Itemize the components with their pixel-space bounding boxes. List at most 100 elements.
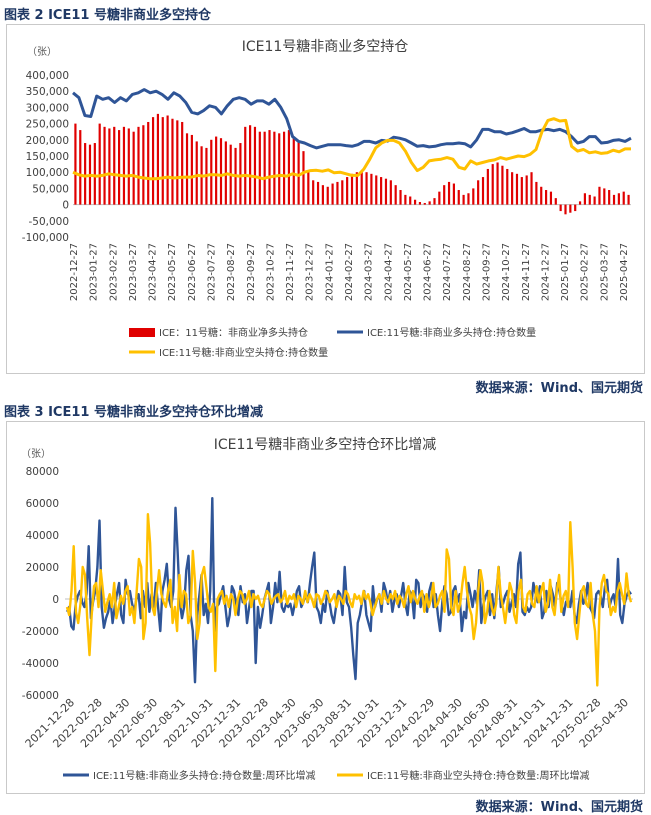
net-position-bar (79, 130, 82, 205)
net-position-bar (253, 126, 257, 205)
x-tick-label: 2024-03-27 (364, 243, 375, 301)
net-position-bar (292, 136, 295, 205)
net-position-bar (249, 125, 252, 205)
net-position-bar (156, 113, 160, 205)
net-position-bar (554, 198, 557, 205)
legend-swatch-net (129, 328, 155, 337)
x-tick-label: 2023-03-27 (128, 243, 139, 301)
x-tick-label: 2023-01-27 (89, 243, 100, 301)
net-position-bar (185, 133, 189, 205)
legend-label-short: ICE:11号糖:非商业空头持仓:持仓数量:周环比增减 (367, 769, 589, 782)
net-position-bar (370, 173, 373, 205)
net-position-bar (443, 185, 446, 205)
net-position-bar (409, 196, 412, 205)
net-position-bar (181, 121, 184, 205)
net-position-bar (433, 198, 436, 205)
x-tick-label: 2025-03-27 (599, 243, 610, 301)
x-tick-label: 2024-01-27 (324, 243, 335, 301)
legend-label-long: ICE:11号糖:非商业多头持仓:持仓数量:周环比增减 (93, 769, 315, 782)
legend-label-net: ICE：11号糖：非商业净多头持仓 (159, 326, 308, 339)
net-position-bar (564, 204, 567, 215)
net-position-bar (530, 172, 533, 205)
net-position-bar (588, 194, 591, 205)
net-position-bar (472, 188, 475, 205)
net-position-bar (438, 191, 441, 205)
net-position-bar (598, 186, 601, 205)
x-tick-label: 2022-12-27 (69, 243, 80, 301)
long-position-line (72, 88, 632, 150)
net-position-bar (540, 186, 543, 205)
x-tick-label: 2023-05-27 (167, 243, 178, 301)
short-change-line (65, 512, 633, 687)
figure3-chart-panel: ICE11号糖非商业多空持仓环比增减 （张） 80000 60000 40000 2000… (6, 421, 645, 794)
chart-title: ICE11号糖非商业多空持仓 (242, 38, 409, 55)
y-tick-label: 300,000 (26, 102, 69, 114)
figure2-chart-panel: ICE11号糖非商业多空持仓 （张） 400,000 350,000 300,000 25… (6, 24, 645, 374)
y-tick-label: 60000 (26, 498, 59, 510)
y-unit-label: （张） (21, 448, 51, 460)
net-position-bar (287, 130, 291, 205)
net-position-bar (622, 191, 625, 205)
net-position-bar (336, 181, 339, 205)
net-position-bar (127, 128, 130, 205)
x-tick-label: 2023-08-27 (226, 243, 237, 301)
net-position-bar (350, 173, 354, 205)
net-position-bar (132, 131, 135, 205)
x-tick-label: 2023-04-27 (148, 243, 159, 301)
net-position-bar (608, 190, 611, 205)
y-tick-label: 150,000 (26, 151, 69, 163)
net-position-bar (506, 168, 509, 205)
net-position-bar (210, 139, 213, 205)
x-tick-label: 2024-11-27 (521, 243, 532, 301)
net-position-bar (166, 115, 169, 205)
x-tick-label: 2024-07-27 (442, 243, 453, 301)
figure2-caption: 图表 2 ICE11 号糖非商业多空持仓 (4, 8, 211, 23)
x-tick-label: 2025-02-27 (580, 243, 591, 301)
x-tick-label: 2023-11-27 (285, 243, 296, 301)
legend-label-short: ICE:11号糖:非商业空头持仓:持仓数量 (159, 346, 328, 359)
net-position-bar (297, 141, 300, 205)
net-position-bar (190, 134, 193, 205)
net-position-bar (452, 183, 455, 205)
y-tick-label: -100,000 (22, 232, 69, 244)
y-tick-label: 40000 (26, 530, 59, 542)
net-position-bar (98, 123, 101, 205)
net-position-bar (365, 172, 368, 205)
net-position-bar (399, 190, 402, 205)
net-position-bar (346, 177, 349, 205)
net-position-bar (147, 121, 150, 205)
x-tick-label: 2024-09-27 (482, 243, 493, 301)
net-position-bar (404, 194, 407, 205)
net-position-bar (282, 131, 286, 205)
net-position-bar (457, 190, 460, 205)
y-tick-label: -50,000 (28, 216, 69, 228)
net-position-bar (569, 204, 572, 213)
net-position-bar (263, 131, 266, 205)
net-position-bar (151, 117, 155, 205)
x-tick-label: 2024-12-27 (540, 243, 551, 301)
long-change-line (65, 496, 632, 684)
net-position-bar (239, 143, 242, 205)
net-position-bar (428, 201, 431, 205)
net-position-bar (278, 133, 281, 205)
net-position-bar (394, 185, 397, 205)
net-position-bar (413, 199, 417, 205)
net-position-bar (603, 188, 606, 205)
net-position-bar (617, 193, 620, 205)
y-tick-label: 0 (62, 200, 69, 212)
y-tick-label: 100,000 (26, 167, 69, 179)
y-tick-label: 50,000 (32, 183, 69, 195)
net-position-bar (103, 126, 106, 205)
net-position-bar (511, 172, 514, 205)
net-position-bar (108, 128, 111, 205)
net-position-bar (195, 141, 198, 205)
x-tick-label: 2024-02-27 (344, 243, 355, 301)
net-position-bar (496, 162, 499, 205)
net-position-bar (312, 180, 315, 205)
net-position-bar (341, 180, 344, 205)
net-position-bar (535, 181, 538, 205)
net-position-bar (418, 202, 422, 205)
net-position-bar (525, 175, 528, 205)
net-position-bar (375, 175, 378, 205)
x-tick-label: 2024-04-27 (383, 243, 394, 301)
